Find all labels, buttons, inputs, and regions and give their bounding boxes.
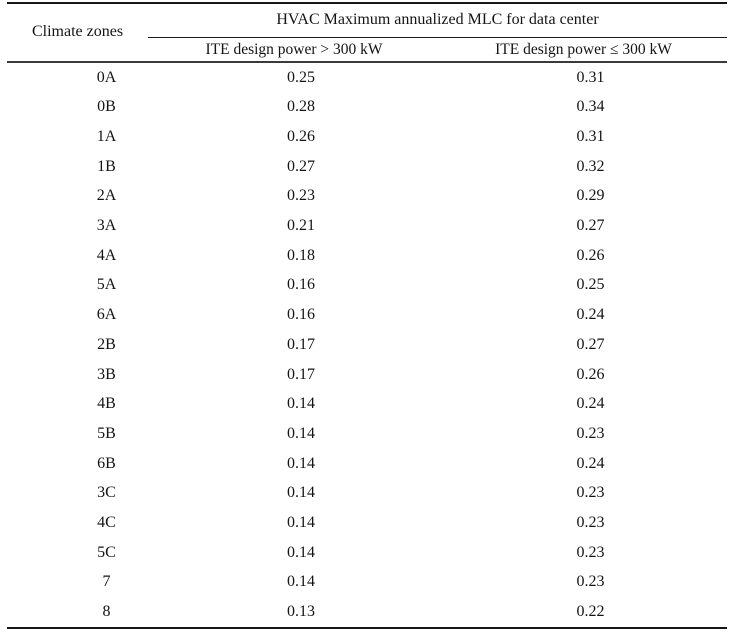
table-row: 3C 0.14 0.23: [7, 479, 727, 509]
zone-cell: 4B: [97, 395, 116, 413]
table-row: 4B 0.14 0.24: [7, 390, 727, 420]
zone-cell: 4C: [97, 513, 116, 531]
le300-value-cell: 0.26: [576, 365, 605, 383]
gt300-value-cell: 0.16: [287, 306, 315, 324]
le300-value-cell: 0.32: [576, 157, 605, 175]
col-header-gt-300kw: ITE design power > 300 kW: [148, 37, 440, 63]
zone-cell: 5B: [97, 424, 116, 442]
le300-value-cell: 0.24: [576, 306, 605, 324]
zone-cell: 7: [102, 573, 111, 591]
table-row: 1A 0.26 0.31: [7, 122, 727, 152]
table-row: 5C 0.14 0.23: [7, 538, 727, 568]
table-header: Climate zones HVAC Maximum annualized ML…: [7, 3, 728, 63]
table-row: 0A 0.25 0.31: [7, 62, 727, 93]
gt300-value-cell: 0.14: [287, 454, 315, 472]
gt300-value-cell: 0.17: [287, 365, 315, 383]
le300-value-cell: 0.23: [576, 484, 605, 502]
zone-cell: 0B: [97, 98, 116, 116]
table-row: 4C 0.14 0.23: [7, 508, 727, 538]
gt300-value-cell: 0.27: [287, 157, 315, 175]
le300-value-cell: 0.27: [576, 335, 605, 353]
gt300-value-cell: 0.26: [287, 128, 315, 146]
le300-value-cell: 0.25: [576, 276, 605, 294]
gt300-value-cell: 0.14: [287, 395, 315, 413]
gt300-value-cell: 0.17: [287, 335, 315, 353]
le300-value-cell: 0.23: [576, 543, 605, 561]
zone-cell: 4A: [96, 246, 117, 264]
zone-cell: 6A: [96, 306, 117, 324]
table-row: 8 0.13 0.22: [7, 597, 727, 628]
le300-value-cell: 0.23: [576, 513, 605, 531]
zone-cell: 1A: [96, 128, 117, 146]
col-header-le-300kw: ITE design power ≤ 300 kW: [440, 37, 728, 63]
table-row: 6B 0.14 0.24: [7, 449, 727, 479]
table-row: 2A 0.23 0.29: [7, 182, 727, 212]
gt300-value-cell: 0.28: [287, 98, 315, 116]
climate-zones-header: Climate zones: [7, 3, 148, 63]
table-body: 0A 0.25 0.31 0B 0.28 0.34 1A 0.26 0.31 1B 0.27 0.32…: [7, 62, 727, 628]
zone-cell: 0A: [96, 68, 117, 86]
le300-value-cell: 0.27: [576, 217, 605, 235]
table-row: 0B 0.28 0.34: [7, 93, 727, 123]
table-row: 7 0.14 0.23: [7, 568, 727, 598]
zone-cell: 3A: [96, 217, 117, 235]
zone-cell: 3C: [97, 484, 116, 502]
zone-cell: 6B: [97, 454, 116, 472]
le300-value-cell: 0.34: [576, 98, 605, 116]
gt300-value-cell: 0.14: [287, 513, 315, 531]
gt300-value-cell: 0.14: [287, 424, 315, 442]
gt300-value-cell: 0.25: [287, 68, 315, 86]
zone-cell: 2B: [97, 335, 116, 353]
zone-cell: 5A: [96, 276, 117, 294]
le300-value-cell: 0.23: [576, 573, 605, 591]
table-row: 6A 0.16 0.24: [7, 301, 727, 331]
mlc-table: Climate zones HVAC Maximum annualized ML…: [7, 2, 728, 630]
table-row: 3B 0.17 0.26: [7, 360, 727, 390]
le300-value-cell: 0.24: [576, 395, 605, 413]
table-row: 5A 0.16 0.25: [7, 271, 727, 301]
le300-value-cell: 0.26: [576, 246, 605, 264]
zone-cell: 5C: [97, 543, 116, 561]
gt300-value-cell: 0.21: [287, 217, 315, 235]
zone-cell: 3B: [97, 365, 116, 383]
gt300-value-cell: 0.18: [287, 246, 315, 264]
gt300-value-cell: 0.14: [287, 573, 315, 591]
gt300-value-cell: 0.13: [287, 603, 315, 621]
gt300-value-cell: 0.23: [287, 187, 315, 205]
le300-value-cell: 0.22: [576, 603, 605, 621]
le300-value-cell: 0.23: [576, 424, 605, 442]
header-row-top: Climate zones HVAC Maximum annualized ML…: [7, 3, 728, 63]
zone-cell: 2A: [96, 187, 117, 205]
gt300-value-cell: 0.16: [287, 276, 315, 294]
table-row: 5B 0.14 0.23: [7, 419, 727, 449]
le300-value-cell: 0.31: [576, 68, 605, 86]
le300-value-cell: 0.29: [576, 187, 605, 205]
header-row-sub: ITE design power > 300 kW ITE design pow…: [7, 37, 728, 63]
le300-value-cell: 0.24: [576, 454, 605, 472]
gt300-value-cell: 0.14: [287, 543, 315, 561]
table-row: 3A 0.21 0.27: [7, 211, 727, 241]
table-row: 2B 0.17 0.27: [7, 330, 727, 360]
le300-value-cell: 0.31: [576, 128, 605, 146]
table-row: 4A 0.18 0.26: [7, 241, 727, 271]
table-row: 1B 0.27 0.32: [7, 152, 727, 182]
zone-cell: 1B: [97, 157, 116, 175]
zone-cell: 8: [102, 603, 111, 621]
gt300-value-cell: 0.14: [287, 484, 315, 502]
span-header: HVAC Maximum annualized MLC for data cen…: [148, 3, 728, 38]
